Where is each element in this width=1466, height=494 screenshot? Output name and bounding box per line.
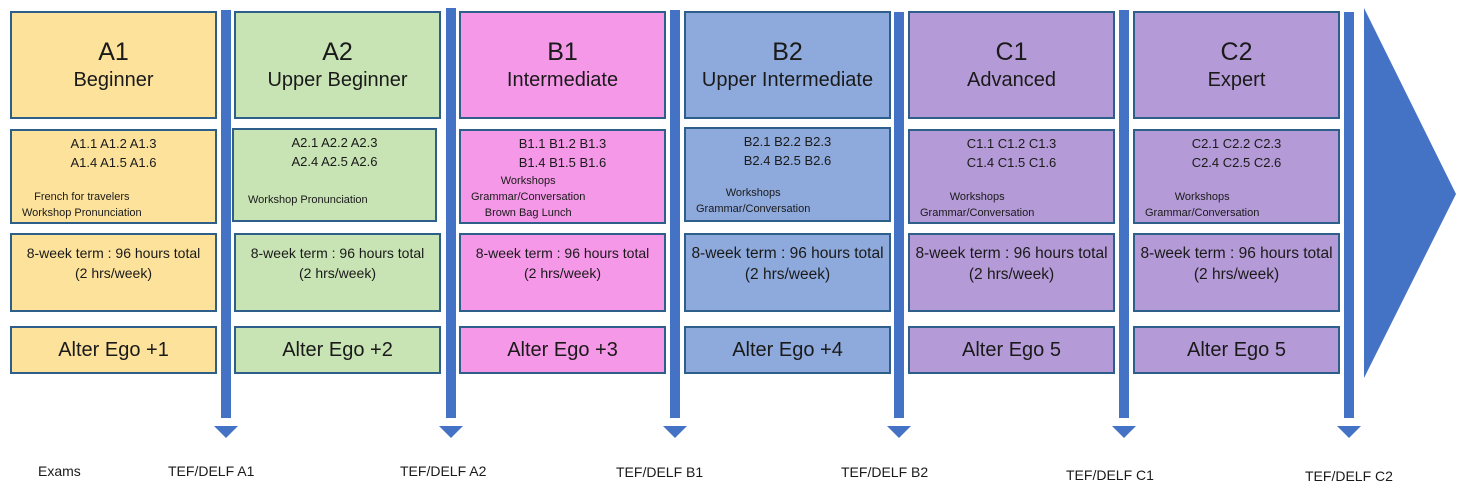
course-codes-line2: C2.4 C2.5 C2.6 bbox=[1191, 155, 1282, 170]
course-box-c2: C2.1 C2.2 C2.3 C2.4 C2.5 C2.6 Workshops … bbox=[1133, 129, 1340, 224]
course-codes-line2: C1.4 C1.5 C1.6 bbox=[966, 155, 1057, 170]
level-code: A2 bbox=[322, 38, 353, 66]
course-codes-line1: A1.1 A1.2 A1.3 bbox=[70, 136, 157, 151]
term-hours: (2 hrs/week) bbox=[523, 265, 602, 281]
level-name: Intermediate bbox=[506, 69, 619, 91]
exam-arrow-shaft bbox=[221, 10, 231, 418]
level-code: C2 bbox=[1220, 38, 1253, 66]
course-codes-line2: A2.4 A2.5 A2.6 bbox=[291, 154, 378, 169]
term-text: 8-week term : 96 hours total bbox=[475, 245, 650, 261]
term-text: 8-week term : 96 hours total bbox=[26, 245, 201, 261]
course-box-c1: C1.1 C1.2 C1.3 C1.4 C1.5 C1.6 Workshops … bbox=[908, 129, 1115, 224]
level-code: C1 bbox=[995, 38, 1028, 66]
exam-label-c2: TEF/DELF C2 bbox=[1305, 468, 1393, 484]
textbook-label: Alter Ego +3 bbox=[507, 338, 618, 361]
exam-arrow-head bbox=[887, 426, 911, 438]
textbook-box-c2: Alter Ego 5 bbox=[1133, 326, 1340, 374]
level-code: A1 bbox=[98, 38, 129, 66]
course-box-b1: B1.1 B1.2 B1.3 B1.4 B1.5 B1.6 Workshops … bbox=[459, 129, 666, 224]
term-box-b2: 8-week term : 96 hours total (2 hrs/week… bbox=[684, 233, 891, 312]
textbook-box-b1: Alter Ego +3 bbox=[459, 326, 666, 374]
exam-arrow-shaft bbox=[670, 10, 680, 418]
exam-label-b1: TEF/DELF B1 bbox=[616, 464, 704, 480]
term-hours: (2 hrs/week) bbox=[298, 265, 377, 281]
exam-label-c1: TEF/DELF C1 bbox=[1066, 467, 1154, 483]
textbook-label: Alter Ego 5 bbox=[1187, 338, 1286, 361]
textbook-box-b2: Alter Ego +4 bbox=[684, 326, 891, 374]
course-codes-line2: A1.4 A1.5 A1.6 bbox=[70, 155, 157, 170]
course-codes-line1: B1.1 B1.2 B1.3 bbox=[518, 136, 607, 151]
course-notes: Workshops Grammar/Conversation bbox=[920, 191, 1035, 219]
exam-label-b2: TEF/DELF B2 bbox=[841, 464, 929, 480]
textbook-box-a2: Alter Ego +2 bbox=[234, 326, 441, 374]
level-name: Expert bbox=[1207, 69, 1266, 91]
level-header-c1: C1 Advanced bbox=[908, 11, 1115, 119]
course-codes-line2: B1.4 B1.5 B1.6 bbox=[518, 155, 607, 170]
exam-label-a2: TEF/DELF A2 bbox=[400, 463, 487, 479]
exam-arrow-shaft bbox=[1119, 10, 1129, 418]
course-notes: Workshops Grammar/Conversation bbox=[1145, 191, 1260, 219]
term-text: 8-week term : 96 hours total bbox=[1140, 245, 1333, 262]
exam-arrow-shaft bbox=[446, 8, 456, 418]
course-box-a2: A2.1 A2.2 A2.3 A2.4 A2.5 A2.6 Workshop P… bbox=[232, 128, 437, 222]
textbook-label: Alter Ego 5 bbox=[962, 338, 1061, 361]
term-hours: (2 hrs/week) bbox=[744, 266, 831, 283]
term-text: 8-week term : 96 hours total bbox=[250, 245, 425, 261]
term-box-a2: 8-week term : 96 hours total (2 hrs/week… bbox=[234, 233, 441, 312]
textbook-box-c1: Alter Ego 5 bbox=[908, 326, 1115, 374]
level-code: B2 bbox=[772, 38, 803, 66]
exam-arrow-head bbox=[214, 426, 238, 438]
level-header-a2: A2 Upper Beginner bbox=[234, 11, 441, 119]
textbook-label: Alter Ego +4 bbox=[732, 338, 843, 361]
course-notes: French for travelers Workshop Pronunciat… bbox=[22, 191, 142, 219]
level-header-b2: B2 Upper Intermediate bbox=[684, 11, 891, 119]
term-hours: (2 hrs/week) bbox=[968, 266, 1055, 283]
course-codes-line1: C2.1 C2.2 C2.3 bbox=[1191, 136, 1282, 151]
exam-arrow-head bbox=[1337, 426, 1361, 438]
term-box-c1: 8-week term : 96 hours total (2 hrs/week… bbox=[908, 233, 1115, 312]
term-hours: (2 hrs/week) bbox=[74, 265, 153, 281]
exam-arrow-head bbox=[663, 426, 687, 438]
level-code: B1 bbox=[547, 38, 578, 66]
course-codes-line1: A2.1 A2.2 A2.3 bbox=[291, 135, 378, 150]
course-notes: Workshop Pronunciation bbox=[248, 194, 368, 206]
exam-arrow-shaft bbox=[894, 12, 904, 418]
term-box-c2: 8-week term : 96 hours total (2 hrs/week… bbox=[1133, 233, 1340, 312]
textbook-label: Alter Ego +1 bbox=[58, 338, 169, 361]
term-hours: (2 hrs/week) bbox=[1193, 266, 1280, 283]
course-notes: Workshops Grammar/Conversation bbox=[696, 187, 811, 215]
textbook-box-a1: Alter Ego +1 bbox=[10, 326, 217, 374]
exam-arrow-shaft bbox=[1344, 12, 1354, 418]
level-header-c2: C2 Expert bbox=[1133, 11, 1340, 119]
term-text: 8-week term : 96 hours total bbox=[915, 245, 1108, 262]
textbook-label: Alter Ego +2 bbox=[282, 338, 393, 361]
term-box-a1: 8-week term : 96 hours total (2 hrs/week… bbox=[10, 233, 217, 312]
course-codes-line1: B2.1 B2.2 B2.3 bbox=[743, 134, 832, 149]
course-codes-line2: B2.4 B2.5 B2.6 bbox=[743, 153, 832, 168]
course-codes-line1: C1.1 C1.2 C1.3 bbox=[966, 136, 1057, 151]
level-name: Upper Intermediate bbox=[701, 69, 874, 91]
course-notes: Workshops Grammar/Conversation Brown Bag… bbox=[471, 175, 586, 219]
term-box-b1: 8-week term : 96 hours total (2 hrs/week… bbox=[459, 233, 666, 312]
level-name: Advanced bbox=[967, 69, 1056, 91]
level-name: Upper Beginner bbox=[267, 69, 408, 91]
exams-label: Exams bbox=[38, 463, 81, 479]
course-box-a1: A1.1 A1.2 A1.3 A1.4 A1.5 A1.6 French for… bbox=[10, 129, 217, 224]
big-progress-arrow bbox=[1364, 8, 1456, 378]
exam-label-a1: TEF/DELF A1 bbox=[168, 463, 255, 479]
exam-arrow-head bbox=[439, 426, 463, 438]
level-header-b1: B1 Intermediate bbox=[459, 11, 666, 119]
term-text: 8-week term : 96 hours total bbox=[691, 245, 884, 262]
level-name: Beginner bbox=[73, 69, 154, 91]
exam-arrow-head bbox=[1112, 426, 1136, 438]
level-header-a1: A1 Beginner bbox=[10, 11, 217, 119]
course-box-b2: B2.1 B2.2 B2.3 B2.4 B2.5 B2.6 Workshops … bbox=[684, 127, 891, 222]
